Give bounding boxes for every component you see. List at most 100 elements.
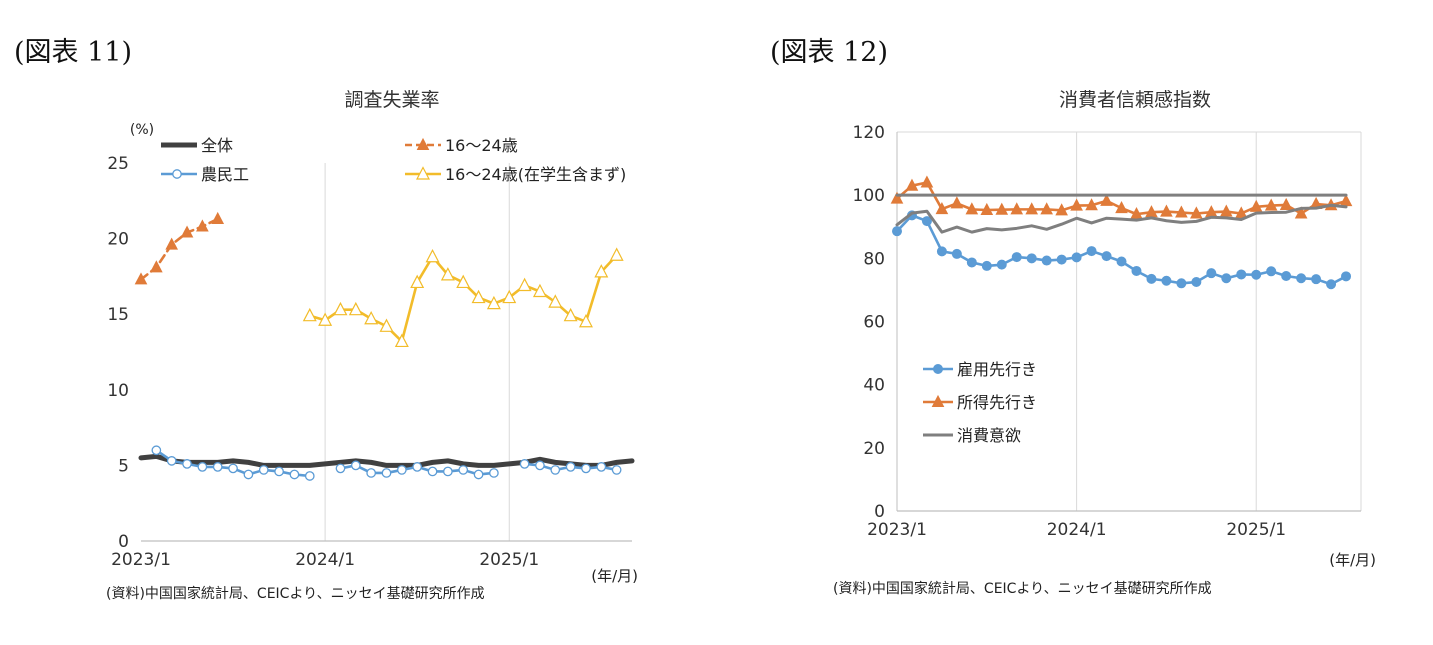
- y-tick-label: 10: [107, 381, 129, 401]
- data-point: [1100, 193, 1113, 206]
- data-point: [410, 274, 425, 289]
- series-2: [890, 175, 1353, 220]
- data-point: [920, 175, 934, 188]
- data-point: [1279, 197, 1293, 210]
- data-point: [182, 459, 192, 469]
- data-point: [1191, 277, 1202, 288]
- data-point: [1160, 204, 1173, 217]
- x-tick-label: 2024/1: [295, 550, 355, 570]
- x-tick-label: 2023/1: [867, 520, 927, 540]
- legend-label: 16～24歳: [445, 136, 518, 155]
- data-point: [519, 459, 530, 469]
- series-3: [151, 445, 622, 481]
- data-point: [578, 313, 593, 328]
- y-tick-label: 25: [107, 154, 129, 174]
- legend-label: 農民工: [201, 165, 249, 184]
- data-point: [211, 211, 225, 224]
- data-point: [563, 307, 578, 322]
- data-point: [1056, 254, 1067, 265]
- legend-marker: [416, 137, 430, 150]
- data-point: [981, 260, 992, 271]
- source-note-12: (資料)中国国家統計局、CEICより、ニッセイ基礎研究所作成: [833, 581, 1212, 597]
- data-point: [1101, 251, 1112, 262]
- data-point: [1146, 273, 1157, 284]
- data-point: [532, 283, 547, 298]
- series-line: [895, 203, 1348, 234]
- figure-label-12: (図表 12): [770, 37, 889, 68]
- y-tick-label: 20: [107, 230, 129, 250]
- data-point: [535, 460, 545, 471]
- data-point: [348, 301, 363, 316]
- data-point: [489, 468, 499, 478]
- data-point: [486, 295, 501, 310]
- y-tick-label: 100: [853, 186, 885, 206]
- y-tick-label: 15: [107, 305, 129, 325]
- data-point: [196, 219, 209, 232]
- data-point: [471, 289, 486, 304]
- legend-label: 全体: [201, 136, 233, 155]
- data-point: [304, 471, 315, 481]
- legend-marker: [931, 394, 945, 407]
- data-point: [258, 465, 269, 475]
- data-point: [302, 307, 317, 322]
- series-1: [138, 453, 635, 468]
- series-line: [895, 214, 1348, 286]
- legend-marker: [172, 169, 182, 179]
- consumer-confidence-chart: 消費者信頼感指数 2023/1 2024/1 2025/1 0 20 40 60 80 100 12…: [853, 89, 1376, 569]
- data-point: [1221, 273, 1232, 284]
- data-point: [243, 469, 254, 480]
- data-point: [1341, 271, 1352, 282]
- x-axis-label: (年/月): [1329, 551, 1376, 569]
- data-point: [1296, 273, 1307, 284]
- data-point: [892, 226, 902, 237]
- data-point: [594, 264, 609, 278]
- data-point: [966, 257, 977, 268]
- data-point: [1026, 253, 1037, 264]
- data-point: [921, 216, 932, 227]
- series-line: [308, 253, 618, 343]
- data-point: [935, 201, 949, 215]
- series-4: [895, 203, 1348, 234]
- data-point: [950, 196, 964, 209]
- series-2: [134, 211, 225, 285]
- data-point: [502, 289, 517, 304]
- data-point: [1236, 269, 1247, 280]
- series-line: [138, 453, 635, 468]
- data-point: [440, 267, 455, 281]
- y-tick-label: 120: [853, 123, 885, 143]
- data-point: [550, 465, 561, 475]
- unemployment-chart: 調査失業率 2023/1 2024/1 2025/1 0 5 10 15 20 25(%) (年/月…: [107, 89, 638, 585]
- figure-label-11: (図表 11): [14, 37, 133, 68]
- x-tick-label: 2023/1: [111, 550, 171, 570]
- data-point: [890, 191, 904, 204]
- data-point: [274, 466, 284, 477]
- data-point: [364, 310, 379, 325]
- data-point: [517, 277, 532, 292]
- data-point: [1041, 255, 1052, 266]
- data-point: [1311, 274, 1322, 285]
- x-tick-label: 2025/1: [479, 550, 539, 570]
- data-point: [1339, 194, 1353, 207]
- data-point: [350, 460, 361, 471]
- data-point: [1161, 275, 1172, 286]
- x-tick-label: 2025/1: [1226, 520, 1286, 540]
- data-point: [609, 247, 624, 261]
- source-note-11: (資料)中国国家統計局、CEICより、ニッセイ基礎研究所作成: [106, 586, 485, 602]
- legend-marker: [416, 166, 430, 180]
- data-point: [165, 237, 179, 250]
- y-tick-label: 20: [863, 439, 885, 459]
- data-point: [936, 246, 947, 257]
- data-point: [1086, 246, 1097, 257]
- data-point: [1040, 202, 1054, 215]
- data-point: [458, 465, 469, 475]
- data-point: [1251, 269, 1262, 280]
- data-point: [443, 466, 453, 477]
- data-point: [425, 248, 440, 263]
- data-point: [1131, 265, 1142, 276]
- data-point: [1115, 201, 1128, 214]
- legend-marker: [933, 364, 943, 374]
- chart-title: 消費者信頼感指数: [1059, 89, 1211, 111]
- data-point: [134, 272, 148, 285]
